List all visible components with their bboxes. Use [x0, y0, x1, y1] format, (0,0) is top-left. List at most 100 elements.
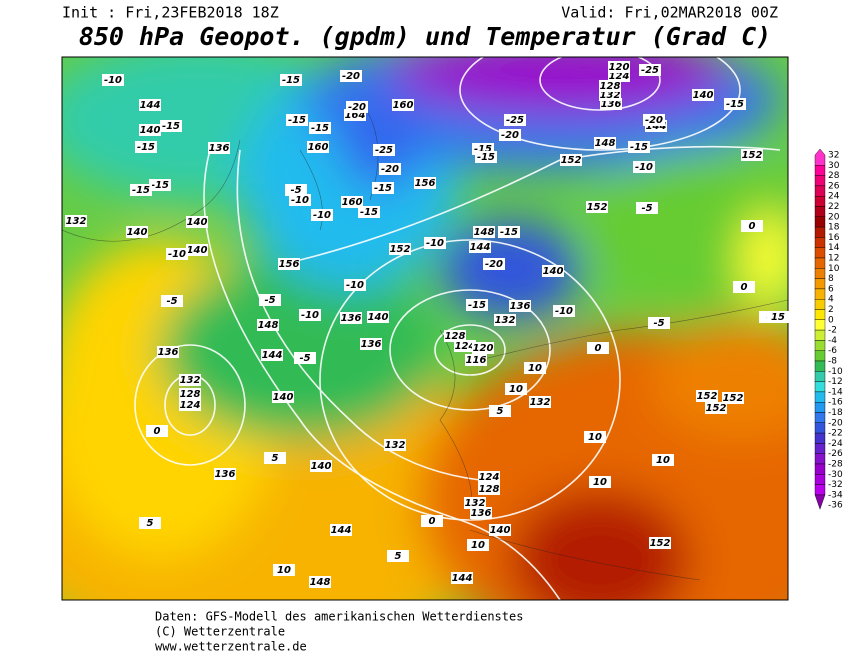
temperature-label: 0 [154, 426, 161, 437]
temperature-label: -15 [288, 115, 306, 126]
geopotential-label-box [741, 149, 763, 161]
colorbar-cell [814, 165, 826, 176]
colorbar-label: -24 [828, 439, 843, 449]
colorbar-cell [814, 381, 826, 393]
colorbar-cell [814, 371, 826, 382]
temperature-label: -15 [162, 121, 180, 132]
geopotential-label-box [139, 99, 161, 111]
temperature-label: 10 [593, 477, 607, 488]
temperature-label-box [648, 317, 670, 329]
init-time: Init : Fri,23FEB2018 18Z [62, 4, 279, 22]
geopotential-label-box [454, 340, 476, 352]
temperature-label: -15 [137, 142, 155, 153]
geopotential-label: 132 [495, 315, 516, 326]
geopotential-label: 164 [345, 110, 366, 121]
temperature-label-box [294, 352, 316, 364]
temperature-label: -20 [485, 259, 503, 270]
temperature-label: 5 [395, 551, 402, 562]
temperature-label: -20 [348, 102, 366, 113]
colorbar-label: 24 [828, 192, 840, 202]
temperature-label-box [424, 237, 446, 249]
temperature-label: -10 [168, 249, 186, 260]
colorbar-cell [814, 247, 826, 259]
temperature-label: -15 [477, 152, 495, 163]
geopotential-label: 140 [140, 125, 161, 136]
temperature-label-box [299, 309, 321, 321]
temperature-label: -15 [132, 185, 150, 196]
geopotential-label-box [722, 392, 744, 404]
geopotential-label-box [330, 524, 352, 536]
colorbar-cell [814, 237, 826, 248]
colorbar-label: -18 [828, 408, 843, 418]
colorbar-cell [814, 360, 826, 372]
colorbar-cell [814, 412, 826, 424]
geopotential-label-box [586, 201, 608, 213]
temperature-label: -25 [506, 115, 524, 126]
colorbar-label: 32 [828, 151, 839, 161]
geopotential-label: 152 [650, 538, 671, 549]
temperature-label-box [467, 539, 489, 551]
temperature-label: 0 [741, 282, 748, 293]
geopotential-label-box [478, 483, 500, 495]
temperature-label-box [643, 114, 665, 126]
colorbar-cell [814, 226, 826, 238]
colorbar-cell [814, 309, 826, 321]
geopotential-label: 160 [342, 197, 363, 208]
temperature-label-box [340, 70, 362, 82]
geopotential-label-box [179, 374, 201, 386]
temperature-label: -15 [630, 142, 648, 153]
temperature-label: -10 [104, 75, 122, 86]
valid-time: Valid: Fri,02MAR2018 00Z [561, 4, 778, 22]
colorbar-label: -26 [828, 449, 843, 459]
geopotential-label: 152 [561, 155, 582, 166]
temperature-label-box [379, 163, 401, 175]
geopotential-label-box [472, 342, 494, 354]
temperature-label-box [767, 311, 789, 323]
geopotential-label-box [384, 439, 406, 451]
geopotential-label-box [278, 258, 300, 270]
colorbar-label: 14 [828, 243, 840, 253]
geopotential-label: 140 [368, 312, 389, 323]
temperature-label-box [309, 122, 331, 134]
temperature-label-box [160, 120, 182, 132]
colorbar-cell [814, 422, 826, 434]
temperature-label: -15 [282, 75, 300, 86]
geopotential-label: 152 [742, 150, 763, 161]
geopotential-label-box [608, 61, 630, 73]
colorbar-label: 16 [828, 233, 840, 243]
geopotential-label: 140 [693, 90, 714, 101]
geopotential-label: 136 [209, 143, 230, 154]
temperature-label-box [633, 161, 655, 173]
geopotential-label-box [649, 537, 671, 549]
temperature-label: -15 [726, 99, 744, 110]
temperature-label: 10 [471, 540, 485, 551]
geopotential-label-box [157, 346, 179, 358]
geopotential-label-box [208, 142, 230, 154]
temperature-label: -5 [166, 296, 177, 307]
geopotential-label: 140 [311, 461, 332, 472]
geopotential-label: 144 [646, 121, 667, 132]
geopotential-label: 148 [310, 577, 331, 588]
geopotential-label-box [360, 338, 382, 350]
geopotential-label-box [340, 312, 362, 324]
geopotential-label: 124 [180, 400, 201, 411]
temperature-label: -20 [342, 71, 360, 82]
temperature-label: -15 [360, 207, 378, 218]
geopotential-label-box [310, 460, 332, 472]
map-field [62, 57, 788, 600]
geopotential-label: 140 [543, 266, 564, 277]
geopotential-label-box [705, 402, 727, 414]
temperature-label: 10 [509, 384, 523, 395]
footer-source: Daten: GFS-Modell des amerikanischen Wet… [155, 610, 523, 624]
colorbar-label: -12 [828, 377, 843, 387]
geopotential-label: 140 [187, 217, 208, 228]
temperature-label: -10 [301, 310, 319, 321]
geopotential-label: 152 [706, 403, 727, 414]
geopotential-label-box [272, 391, 294, 403]
geopotential-label-box [451, 572, 473, 584]
geopotential-label: 152 [390, 244, 411, 255]
colorbar-label: 12 [828, 254, 839, 264]
colorbar-cell [814, 350, 826, 362]
map-frame [61, 56, 789, 601]
colorbar-label: -20 [828, 418, 843, 428]
